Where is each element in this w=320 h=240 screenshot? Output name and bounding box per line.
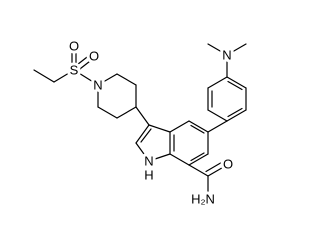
- atom-label: H: [144, 168, 153, 183]
- atom-label: S: [70, 63, 79, 78]
- atom-label: N: [144, 154, 153, 169]
- bonds: [33, 43, 247, 199]
- atom-label: H₂N: [191, 192, 215, 207]
- atom-label: O: [69, 39, 79, 54]
- atom-label: O: [223, 157, 233, 172]
- structure: N N S O O N H O H₂N: [33, 36, 247, 210]
- atom-label: O: [89, 49, 99, 64]
- atom-labels: N N S O O N H O H₂N: [66, 36, 236, 210]
- atom-label: N: [222, 48, 231, 63]
- atom-label: N: [93, 78, 102, 93]
